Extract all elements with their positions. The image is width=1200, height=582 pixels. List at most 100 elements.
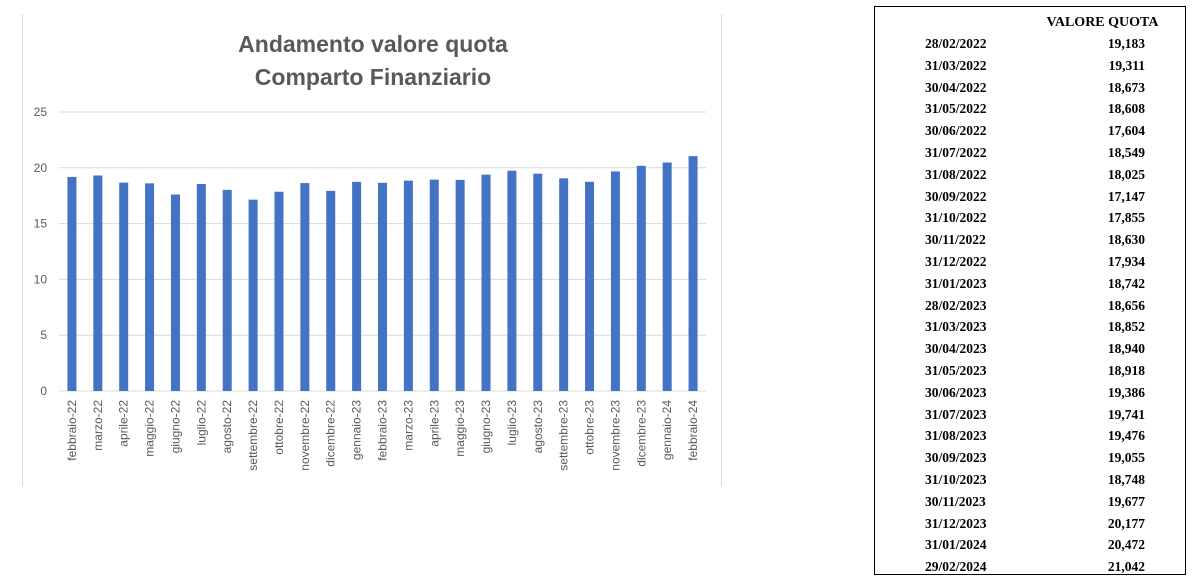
bar	[403, 180, 413, 391]
x-tick-label: maggio-22	[143, 400, 157, 457]
table-row: 30/04/2023 18,940	[875, 338, 1185, 360]
x-tick-label: giugno-22	[168, 400, 182, 454]
bar	[352, 181, 362, 391]
row-value: 18,852	[1107, 319, 1145, 335]
row-date: 31/08/2022	[925, 166, 987, 182]
table-row: 31/12/2023 20,177	[875, 513, 1185, 535]
row-value: 18,742	[1107, 275, 1145, 291]
y-tick-label: 20	[34, 161, 48, 175]
bars	[67, 156, 698, 391]
y-tick-label: 15	[34, 217, 48, 231]
bar-chart: Andamento valore quota Comparto Finanzia…	[34, 31, 706, 471]
x-tick-label: ottobre-22	[272, 400, 286, 455]
row-value: 19,311	[1108, 57, 1145, 73]
x-tick-label: gennaio-23	[350, 400, 364, 460]
table-row: 31/08/2023 19,476	[875, 425, 1185, 447]
chart-panel: Andamento valore quota Comparto Finanzia…	[22, 14, 722, 486]
bar	[67, 176, 77, 391]
table-row: 31/07/2022 18,549	[875, 142, 1185, 164]
bar	[145, 183, 155, 391]
table-header: VALORE QUOTA	[875, 15, 1185, 33]
table-row: 31/03/2022 19,311	[875, 55, 1185, 77]
x-tick-label: giugno-23	[479, 400, 493, 454]
x-tick-label: marzo-23	[401, 400, 415, 451]
x-tick-label: dicembre-22	[324, 400, 338, 467]
table-row: 31/01/2023 18,742	[875, 273, 1185, 295]
quota-table: VALORE QUOTA 28/02/2022 19,183 31/03/2022 1…	[874, 6, 1186, 575]
row-date: 30/11/2022	[925, 232, 986, 248]
table-row: 31/03/2023 18,852	[875, 316, 1185, 338]
row-date: 29/02/2024	[925, 559, 987, 575]
x-tick-label: agosto-22	[220, 400, 234, 454]
row-date: 30/09/2023	[925, 450, 987, 466]
table-row: 31/12/2022 17,934	[875, 251, 1185, 273]
bar	[274, 191, 284, 391]
row-value: 18,918	[1107, 362, 1145, 378]
table-row: 30/09/2023 19,055	[875, 447, 1185, 469]
table-header-label: VALORE QUOTA	[1046, 15, 1159, 30]
row-value: 17,147	[1107, 188, 1145, 204]
table-row: 30/09/2022 17,147	[875, 186, 1185, 208]
row-date: 31/12/2023	[925, 515, 987, 531]
row-value: 19,677	[1107, 493, 1145, 509]
table-row: 28/02/2022 19,183	[875, 33, 1185, 55]
bar	[222, 189, 232, 391]
row-date: 28/02/2022	[925, 36, 987, 51]
table-row: 30/06/2023 19,386	[875, 382, 1185, 404]
bar	[585, 181, 595, 391]
row-value: 20,472	[1107, 537, 1145, 553]
x-tick-label: ottobre-23	[583, 400, 597, 455]
row-value: 20,177	[1107, 515, 1145, 531]
x-tick-label: novembre-22	[298, 400, 312, 471]
table-row: 31/07/2023 19,741	[875, 404, 1185, 426]
row-date: 31/01/2024	[925, 537, 987, 553]
x-tick-label: luglio-22	[194, 400, 208, 446]
table-row: 31/10/2023 18,748	[875, 469, 1185, 491]
chart-title-line-2: Comparto Finanziario	[255, 64, 491, 90]
table-row: 30/11/2022 18,630	[875, 229, 1185, 251]
x-tick-label: febbraio-24	[686, 400, 700, 461]
row-value: 18,630	[1107, 232, 1145, 248]
row-value: 18,608	[1107, 101, 1145, 117]
table-row: 31/05/2023 18,918	[875, 360, 1185, 382]
y-tick-label: 25	[34, 105, 48, 119]
bar	[507, 170, 517, 391]
bar	[481, 174, 491, 391]
row-date: 31/07/2022	[925, 144, 987, 160]
x-tick-label: maggio-23	[453, 400, 467, 457]
x-tick-label: settembre-22	[246, 400, 260, 471]
row-date: 31/01/2023	[925, 275, 987, 291]
row-date: 31/10/2022	[925, 210, 987, 226]
x-tick-label: aprile-23	[427, 400, 441, 447]
bar	[378, 182, 387, 391]
x-tick-label: febbraio-23	[376, 400, 390, 461]
row-date: 30/06/2022	[925, 123, 987, 139]
row-date: 30/11/2023	[925, 493, 986, 509]
row-value: 19,741	[1107, 406, 1145, 422]
row-value: 17,855	[1107, 210, 1145, 226]
row-date: 31/10/2023	[925, 471, 987, 487]
row-value: 19,386	[1107, 384, 1145, 400]
row-date: 31/03/2023	[925, 319, 987, 335]
table-body: 28/02/2022 19,183 31/03/2022 19,311 30/04/20…	[875, 33, 1185, 578]
x-tick-label: settembre-23	[557, 400, 571, 471]
table-row: 31/10/2022 17,855	[875, 207, 1185, 229]
y-tick-label: 0	[40, 384, 47, 398]
row-date: 30/06/2023	[925, 384, 987, 400]
y-axis-ticks: 0 5 10 15 20 25	[34, 105, 48, 398]
row-value: 19,055	[1107, 450, 1145, 466]
row-value: 18,025	[1107, 166, 1145, 182]
y-tick-label: 10	[34, 272, 48, 286]
row-value: 18,549	[1107, 144, 1145, 160]
row-date: 31/07/2023	[925, 406, 987, 422]
x-tick-label: febbraio-22	[65, 400, 79, 461]
table-row: 31/05/2022 18,608	[875, 98, 1185, 120]
row-value: 17,934	[1107, 253, 1145, 269]
table-row: 29/02/2024 21,042	[875, 556, 1185, 578]
row-value: 21,042	[1107, 559, 1145, 575]
bar	[688, 156, 698, 391]
row-date: 31/05/2023	[925, 362, 987, 378]
row-value: 19,476	[1107, 428, 1145, 444]
x-tick-label: gennaio-24	[660, 400, 674, 460]
row-date: 30/09/2022	[925, 188, 987, 204]
